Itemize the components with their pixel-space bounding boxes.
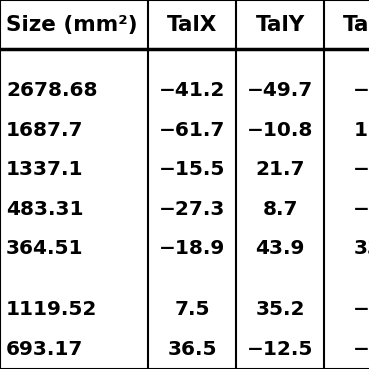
Text: 11: 11 (354, 121, 369, 140)
Text: −1: −1 (352, 160, 369, 179)
Text: 1687.7: 1687.7 (6, 121, 83, 140)
Text: −18.9: −18.9 (159, 239, 225, 258)
Text: 1119.52: 1119.52 (6, 300, 97, 319)
Text: −2: −2 (352, 300, 369, 319)
Text: 7.5: 7.5 (174, 300, 210, 319)
Text: 8.7: 8.7 (262, 200, 298, 219)
Text: 21.7: 21.7 (255, 160, 305, 179)
Text: −41.2: −41.2 (159, 81, 225, 100)
Text: −1: −1 (352, 81, 369, 100)
Text: −27.3: −27.3 (159, 200, 225, 219)
Text: −15.5: −15.5 (159, 160, 225, 179)
Text: 2678.68: 2678.68 (6, 81, 97, 100)
Text: 364.51: 364.51 (6, 239, 83, 258)
Text: 33: 33 (354, 239, 369, 258)
Text: 35.2: 35.2 (255, 300, 305, 319)
Text: Size (mm²): Size (mm²) (6, 15, 138, 35)
Text: 36.5: 36.5 (167, 340, 217, 359)
Text: 43.9: 43.9 (255, 239, 305, 258)
Text: −0: −0 (352, 340, 369, 359)
Text: TalY: TalY (255, 15, 305, 35)
Text: 483.31: 483.31 (6, 200, 83, 219)
Text: −10.8: −10.8 (247, 121, 313, 140)
Text: −12.5: −12.5 (247, 340, 313, 359)
Text: −61.7: −61.7 (159, 121, 225, 140)
Text: 693.17: 693.17 (6, 340, 83, 359)
Text: −49.7: −49.7 (247, 81, 313, 100)
Text: −3: −3 (352, 200, 369, 219)
Text: TalZ: TalZ (343, 15, 369, 35)
Text: 1337.1: 1337.1 (6, 160, 83, 179)
Text: TalX: TalX (167, 15, 217, 35)
